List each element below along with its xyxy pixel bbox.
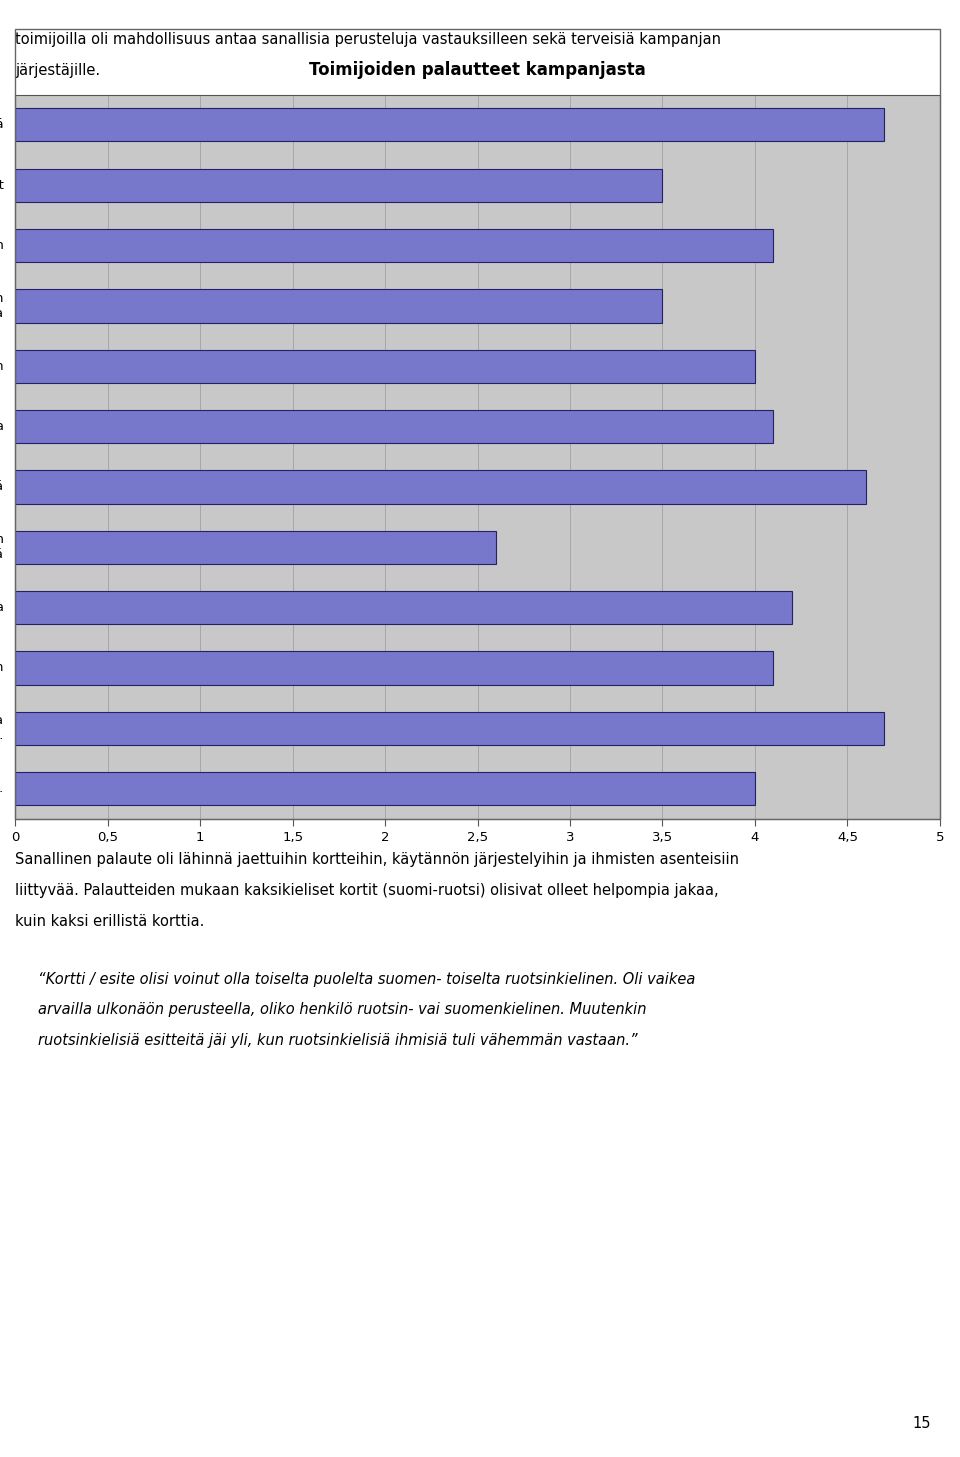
Bar (15, 471, 866, 504)
Bar (15, 169, 662, 203)
Title: Toimijoiden palautteet kampanjasta: Toimijoiden palautteet kampanjasta (309, 61, 646, 79)
Text: Sanallinen palaute oli lähinnä jaettuihin kortteihin, käytännön järjestelyihin j: Sanallinen palaute oli lähinnä jaettuihi… (15, 852, 739, 867)
Bar (15, 409, 774, 443)
Text: arvailla ulkonäön perusteella, oliko henkilö ruotsin- vai suomenkielinen. Muuten: arvailla ulkonäön perusteella, oliko hen… (38, 1002, 647, 1017)
Text: järjestäjille.: järjestäjille. (15, 63, 101, 77)
Text: ruotsinkielisiä esitteitä jäi yli, kun ruotsinkielisiä ihmisiä tuli vähemmän vas: ruotsinkielisiä esitteitä jäi yli, kun r… (38, 1033, 638, 1048)
Bar (15, 592, 792, 624)
Text: toimijoilla oli mahdollisuus antaa sanallisia perusteluja vastauksilleen sekä te: toimijoilla oli mahdollisuus antaa sanal… (15, 32, 721, 47)
Bar (15, 530, 496, 564)
Bar (15, 711, 884, 745)
Bar (15, 651, 774, 685)
Bar (15, 229, 774, 262)
Text: 15: 15 (913, 1416, 931, 1431)
Text: kuin kaksi erillistä korttia.: kuin kaksi erillistä korttia. (15, 914, 204, 928)
Text: liittyvää. Palautteiden mukaan kaksikieliset kortit (suomi-ruotsi) olisivat olle: liittyvää. Palautteiden mukaan kaksikiel… (15, 883, 719, 898)
Bar (15, 290, 662, 322)
Bar (15, 350, 755, 383)
Bar (15, 108, 884, 141)
Bar (15, 772, 755, 806)
Text: “Kortti / esite olisi voinut olla toiselta puolelta suomen- toiselta ruotsinkiel: “Kortti / esite olisi voinut olla toisel… (38, 972, 696, 986)
